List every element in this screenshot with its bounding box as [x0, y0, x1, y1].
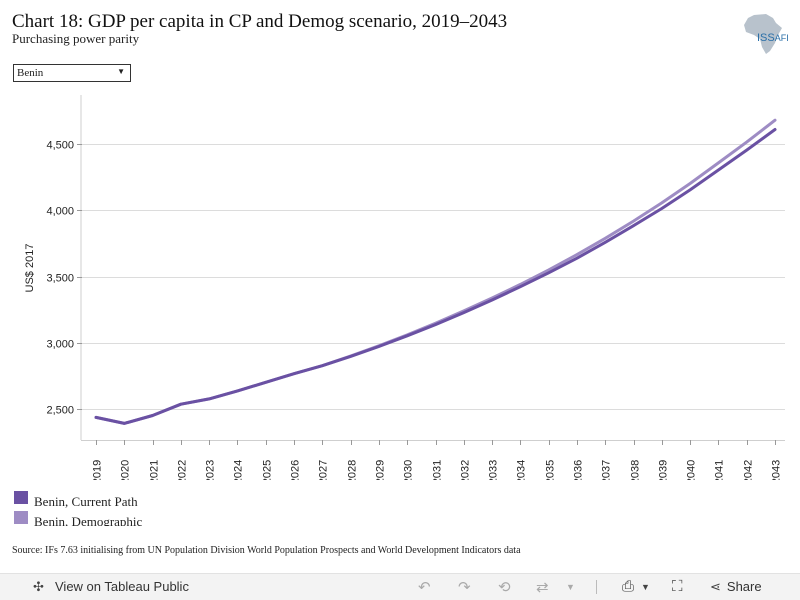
share-label: Share — [726, 579, 762, 594]
logo-main: ISS — [757, 32, 775, 44]
x-tick-label: 2025 — [262, 460, 274, 480]
x-tick-label: 2020 — [120, 460, 132, 480]
x-tick-label: 2043 — [771, 460, 783, 480]
x-tick-label: 2022 — [177, 460, 189, 480]
refresh-menu-chevron-icon[interactable]: ▼ — [566, 582, 575, 592]
redo-icon[interactable]: ↷ — [458, 579, 471, 596]
x-tick-label: 2027 — [318, 460, 330, 480]
x-ticks: 2019 2020 2021 2022 2023 2024 2025 2026 2027 2028… — [92, 440, 783, 480]
y-ticks: 2,500 3,000 3,500 4,000 4,500 — [46, 140, 82, 417]
legend-swatch — [14, 511, 28, 524]
chevron-down-icon: ▼ — [117, 67, 125, 76]
view-on-tableau-label: View on Tableau Public — [55, 579, 189, 594]
fullscreen-icon[interactable]: ⛶ — [672, 578, 683, 595]
tableau-logo-icon: ✣ — [33, 579, 44, 594]
logo-text: ISSAFI — [757, 32, 789, 44]
x-tick-label: 2041 — [714, 460, 726, 480]
africa-map-logo — [744, 14, 782, 54]
country-filter-value: Benin — [17, 67, 44, 79]
x-tick-label: 2029 — [375, 460, 387, 480]
x-tick-label: 2021 — [149, 460, 161, 480]
chart-title: Chart 18: GDP per capita in CP and Demog… — [12, 11, 508, 32]
x-tick-label: 2030 — [403, 460, 415, 480]
logo-sub: AFI — [774, 33, 789, 43]
tableau-toolbar: ✣ View on Tableau Public ↶ ↷ ⟲ ⇄ ▼ ⎙ ▼ ⛶ … — [0, 573, 800, 600]
x-tick-label: 2019 — [92, 460, 104, 480]
series-line-demographic[interactable] — [94, 118, 777, 425]
x-tick-label: 2024 — [233, 460, 245, 480]
y-tick-label: 4,500 — [46, 140, 74, 152]
x-tick-label: 2023 — [205, 460, 217, 480]
refresh-icon[interactable]: ⇄ — [536, 579, 549, 596]
x-tick-label: 2028 — [347, 460, 359, 480]
x-tick-label: 2033 — [488, 460, 500, 480]
legend-label: Benin, Current Path — [34, 494, 138, 509]
legend-label: Benin, Demographic — [34, 514, 143, 526]
toolbar-divider — [596, 580, 597, 594]
x-tick-label: 2035 — [545, 460, 557, 480]
x-tick-label: 2039 — [658, 460, 670, 480]
x-tick-label: 2042 — [743, 460, 755, 480]
y-tick-label: 3,500 — [46, 273, 74, 285]
legend-swatch — [14, 491, 28, 504]
legend-item-current-path[interactable]: Benin, Current Path — [14, 490, 214, 510]
undo-icon[interactable]: ↶ — [418, 579, 431, 596]
legend: Benin, Current Path Benin, Demographic — [14, 490, 214, 526]
revert-icon[interactable]: ⟲ — [498, 579, 511, 596]
x-tick-label: 2038 — [630, 460, 642, 480]
view-on-tableau-link[interactable]: ✣ View on Tableau Public — [33, 579, 189, 595]
legend-item-demographic[interactable]: Benin, Demographic — [14, 510, 214, 526]
x-tick-label: 2031 — [432, 460, 444, 480]
x-tick-label: 2032 — [460, 460, 472, 480]
x-tick-label: 2036 — [573, 460, 585, 480]
y-tick-label: 3,000 — [46, 339, 74, 351]
download-chevron-icon[interactable]: ▼ — [641, 582, 650, 592]
download-icon[interactable]: ⎙ — [622, 578, 635, 595]
gridlines — [82, 144, 785, 410]
share-icon: ⋖ — [710, 579, 721, 594]
chart-subtitle: Purchasing power parity — [12, 31, 140, 46]
y-tick-label: 2,500 — [46, 405, 74, 417]
x-tick-label: 2026 — [290, 460, 302, 480]
series-lines — [94, 118, 777, 425]
x-tick-label: 2034 — [516, 460, 528, 480]
y-axis-label: US$ 2017 — [24, 244, 36, 293]
x-tick-label: 2040 — [686, 460, 698, 480]
source-note: Source: IFs 7.63 initialising from UN Po… — [12, 545, 521, 556]
y-tick-label: 4,000 — [46, 206, 74, 218]
series-line-current-path[interactable] — [94, 128, 777, 425]
x-tick-label: 2037 — [601, 460, 613, 480]
share-button[interactable]: ⋖ Share — [710, 579, 762, 595]
country-filter-dropdown[interactable]: Benin ▼ — [13, 64, 131, 82]
